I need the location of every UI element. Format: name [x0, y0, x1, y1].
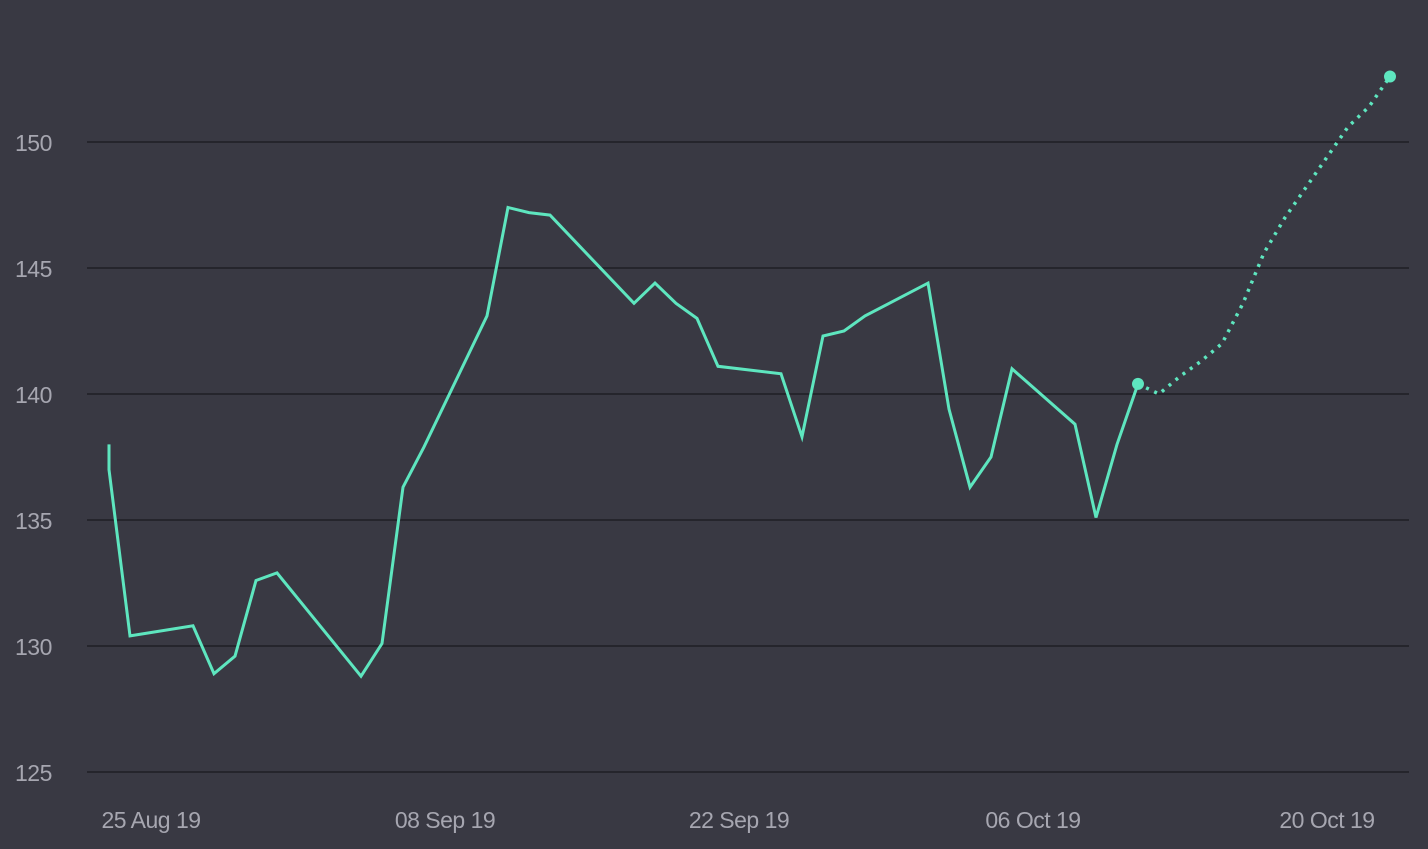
y-tick-label-150: 150	[15, 130, 52, 156]
series-lines	[107, 75, 1392, 679]
x-tick-label-4: 20 Oct 19	[1279, 807, 1374, 833]
y-tick-label-140: 140	[15, 382, 52, 408]
series-line-dotted	[1137, 75, 1392, 397]
series-line-solid	[107, 205, 1140, 679]
y-axis-ticks: 125 130 135 140 145 150	[15, 130, 52, 786]
series-markers	[1132, 70, 1396, 390]
x-tick-label-0: 25 Aug 19	[101, 807, 200, 833]
x-tick-label-1: 08 Sep 19	[395, 807, 495, 833]
gridlines	[87, 141, 1409, 773]
x-tick-label-3: 06 Oct 19	[985, 807, 1080, 833]
y-tick-label-145: 145	[15, 256, 52, 282]
data-point-marker-0	[1132, 377, 1144, 390]
y-tick-label-125: 125	[15, 760, 52, 786]
data-point-marker-1	[1384, 70, 1396, 83]
y-tick-label-135: 135	[15, 508, 52, 534]
y-tick-label-130: 130	[15, 634, 52, 660]
x-tick-label-2: 22 Sep 19	[689, 807, 789, 833]
x-axis-ticks: 25 Aug 19 08 Sep 19 22 Sep 19 06 Oct 19 20 O…	[101, 807, 1375, 833]
